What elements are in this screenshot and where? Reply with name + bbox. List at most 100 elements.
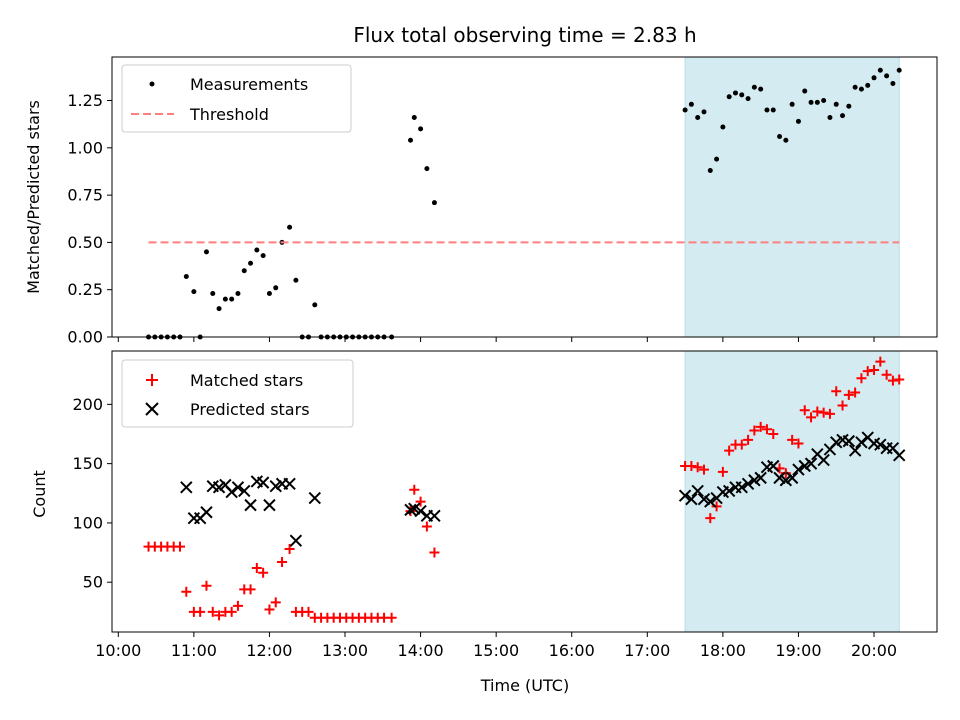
matched-stars-point — [812, 406, 823, 417]
predicted-stars-point — [754, 471, 767, 485]
measurements-point — [707, 168, 713, 174]
measurements-point — [777, 133, 783, 139]
matched-stars-point — [787, 434, 798, 445]
y-tick-label: 0.00 — [67, 328, 103, 347]
predicted-stars-point — [263, 498, 276, 512]
predicted-stars-point — [200, 506, 213, 519]
x-tick-label: 12:00 — [246, 641, 292, 660]
predicted-stars-point — [874, 438, 887, 451]
matched-stars-point — [755, 421, 766, 432]
matched-stars-point — [799, 405, 810, 416]
measurements-point — [871, 75, 877, 81]
measurements-point — [431, 200, 437, 206]
measurements-point — [732, 90, 738, 96]
predicted-stars-point — [855, 436, 868, 449]
measurements-point — [802, 88, 808, 94]
bottom-axes-frame — [111, 350, 938, 633]
matched-stars-point — [824, 408, 835, 419]
measurements-point — [758, 86, 764, 92]
measurements-point — [714, 156, 720, 162]
measurements-point — [751, 84, 757, 90]
matched-stars-point — [881, 369, 892, 380]
y-tick-label: 50 — [83, 573, 103, 592]
measurements-point — [229, 296, 235, 302]
top-legend-box — [121, 64, 352, 133]
measurements-point — [745, 96, 751, 102]
matched-stars-point — [831, 386, 842, 397]
matched-stars-point — [749, 425, 760, 436]
predicted-stars-point — [414, 504, 427, 518]
predicted-stars-point — [283, 477, 296, 491]
predicted-stars-point — [804, 457, 818, 470]
y-tick-label: 150 — [72, 454, 103, 473]
matched-stars-point — [264, 604, 275, 615]
matched-stars-point — [875, 356, 886, 367]
matched-stars-point — [232, 600, 243, 611]
measurements-point — [183, 273, 189, 279]
y-tick-label: 1.00 — [67, 138, 103, 157]
predicted-stars-point — [893, 449, 906, 462]
measurements-point — [858, 86, 864, 92]
measurements-point — [896, 67, 902, 73]
measurements-point — [260, 253, 266, 259]
predicted-stars-point — [848, 444, 862, 457]
top-panel: 0.00 0.25 0.50 0.75 1.00 1.25 Matched/Predict… — [24, 56, 938, 347]
matched-stars-point — [175, 541, 186, 552]
predicted-stars-point — [244, 498, 257, 512]
measurements-point — [424, 166, 430, 172]
matched-stars-point — [856, 373, 867, 384]
matched-stars-point — [837, 400, 848, 411]
predicted-stars-point — [404, 503, 417, 517]
measurements-point — [222, 296, 228, 302]
y-tick-label: 200 — [72, 395, 103, 414]
matched-stars-point — [705, 513, 716, 524]
matched-stars-point — [277, 557, 288, 568]
matched-stars-point — [214, 610, 225, 621]
measurements-point — [312, 302, 318, 308]
measurements-point — [418, 126, 424, 132]
predicted-stars-point — [792, 463, 805, 476]
matched-stars-point — [415, 496, 426, 507]
measurements-point — [682, 107, 688, 113]
matched-stars-point — [692, 462, 703, 473]
y-tick-label: 1.25 — [67, 91, 103, 110]
top-legend: Measurements Threshold — [121, 64, 352, 133]
measurements-point — [890, 80, 896, 86]
x-tick-label: 13:00 — [322, 641, 368, 660]
x-tick-label: 20:00 — [851, 641, 897, 660]
matched-stars-point — [258, 567, 269, 578]
matched-stars-point — [303, 606, 314, 617]
predicted-stars-point — [231, 481, 245, 494]
measurements-point — [739, 92, 745, 98]
predicted-stars-point — [722, 484, 736, 498]
measurements-point — [695, 115, 701, 121]
measurements-point — [865, 82, 871, 88]
matched-stars-point — [195, 606, 206, 617]
legend-threshold-label: Threshold — [189, 105, 269, 124]
predicted-stars-point — [767, 459, 780, 473]
measurements-point — [203, 249, 209, 255]
matched-stars-point — [686, 461, 697, 472]
matched-stars-point — [894, 374, 905, 385]
measurements-point — [827, 115, 833, 121]
bottom-legend-box — [121, 359, 354, 428]
y-tick-label: 0.50 — [67, 233, 103, 252]
predicted-stars-point — [308, 491, 321, 505]
shaded-observing-window — [684, 350, 900, 633]
x-tick-label: 15:00 — [473, 641, 519, 660]
x-axis-label: Time (UTC) — [480, 676, 569, 695]
measurements-point — [852, 84, 858, 90]
measurements-point — [884, 73, 890, 79]
legend-measurements-marker — [149, 81, 155, 87]
predicted-stars-point — [691, 484, 704, 498]
measurements-point — [877, 67, 883, 73]
measurements-point — [720, 124, 726, 130]
predicted-stars-point — [289, 534, 303, 547]
matched-stars-point — [270, 597, 281, 608]
matched-stars-point — [251, 562, 262, 573]
x-tick-label: 17:00 — [624, 641, 670, 660]
predicted-stars-point — [741, 477, 755, 491]
legend-predicted-marker — [145, 402, 159, 416]
measurements-point — [241, 268, 247, 274]
